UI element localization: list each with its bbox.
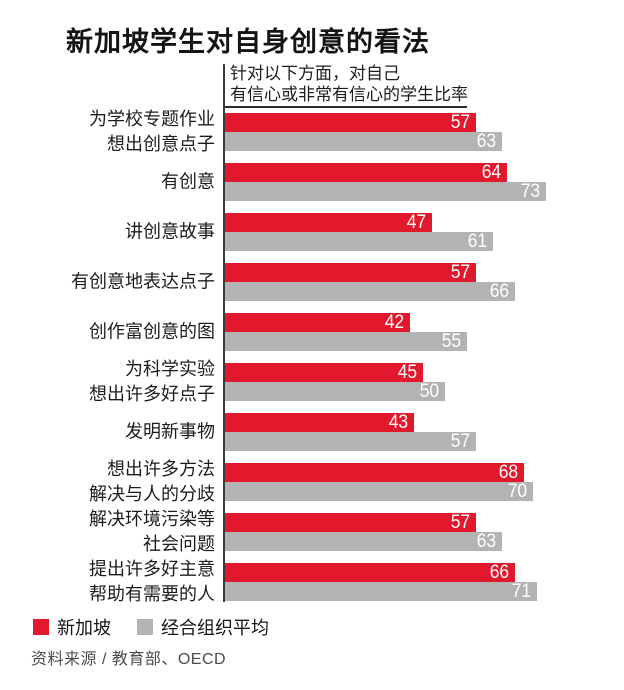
bar-singapore: 64 (225, 163, 507, 182)
bar-singapore: 57 (225, 113, 476, 132)
bar-singapore: 57 (225, 513, 476, 532)
bar-oecd-value: 61 (467, 231, 487, 252)
legend-swatch-oecd (137, 619, 153, 635)
bar-oecd: 50 (225, 382, 445, 401)
category-label: 有创意 (161, 171, 215, 192)
bar-singapore-value: 43 (388, 412, 408, 433)
bar-oecd: 61 (225, 232, 493, 251)
bar-singapore: 66 (225, 563, 515, 582)
bar-group: 讲创意故事 47 61 (0, 213, 624, 251)
bar-oecd: 63 (225, 132, 502, 151)
bar-oecd-value: 70 (507, 481, 527, 502)
bar-singapore: 45 (225, 363, 423, 382)
bar-oecd-value: 63 (476, 531, 496, 552)
category-label: 提出许多好主意 帮助有需要的人 (89, 559, 215, 604)
bar-oecd-value: 66 (489, 281, 509, 302)
category-label: 有创意地表达点子 (71, 271, 215, 292)
category-label: 解决环境污染等 社会问题 (89, 509, 215, 554)
bar-oecd-value: 57 (450, 431, 470, 452)
source-credit: 资料来源 / 教育部、OECD (31, 651, 227, 668)
legend: 新加坡 经合组织平均 (33, 614, 269, 640)
bar-group: 发明新事物 43 57 (0, 413, 624, 451)
bar-group: 提出许多好主意 帮助有需要的人 66 71 (0, 559, 624, 604)
subtitle-line-2: 有信心或非常有信心的学生比率 (230, 85, 468, 104)
bar-singapore-value: 57 (450, 112, 470, 133)
category-label: 发明新事物 (125, 421, 215, 442)
subtitle-underline (224, 106, 467, 108)
bar-group: 有创意地表达点子 57 66 (0, 263, 624, 301)
bar-singapore-value: 64 (481, 162, 501, 183)
bar-group: 为学校专题作业 想出创意点子 57 63 (0, 109, 624, 154)
bar-singapore-value: 57 (450, 512, 470, 533)
category-label: 讲创意故事 (125, 221, 215, 242)
bar-oecd-value: 63 (476, 131, 496, 152)
bar-oecd: 70 (225, 482, 533, 501)
bar-singapore-value: 42 (384, 312, 404, 333)
bar-oecd: 71 (225, 582, 537, 601)
bar-singapore-value: 68 (498, 462, 518, 483)
bar-oecd: 55 (225, 332, 467, 351)
bar-oecd-value: 71 (511, 581, 531, 602)
legend-swatch-singapore (33, 619, 49, 635)
bar-oecd-value: 50 (419, 381, 439, 402)
bar-singapore: 42 (225, 313, 410, 332)
chart-title: 新加坡学生对自身创意的看法 (66, 27, 430, 57)
chart-subtitle: 针对以下方面，对自己 有信心或非常有信心的学生比率 (230, 63, 468, 105)
bar-singapore: 43 (225, 413, 414, 432)
bar-singapore: 68 (225, 463, 524, 482)
bar-oecd-value: 55 (441, 331, 461, 352)
bar-oecd: 73 (225, 182, 546, 201)
bar-singapore-value: 57 (450, 262, 470, 283)
bar-singapore-value: 47 (406, 212, 426, 233)
legend-label-oecd: 经合组织平均 (161, 618, 269, 638)
bar-oecd: 66 (225, 282, 515, 301)
bar-singapore-value: 66 (489, 562, 509, 583)
bar-singapore: 57 (225, 263, 476, 282)
bar-singapore-value: 45 (397, 362, 417, 383)
bar-singapore: 47 (225, 213, 432, 232)
legend-label-singapore: 新加坡 (57, 618, 111, 638)
bar-group: 创作富创意的图 42 55 (0, 313, 624, 351)
y-axis-line (223, 64, 225, 602)
bar-group: 想出许多方法 解决与人的分歧 68 70 (0, 459, 624, 504)
bar-group: 为科学实验 想出许多好点子 45 50 (0, 359, 624, 404)
bar-rows: 为学校专题作业 想出创意点子 57 63 有创意 64 73 讲创意故事 47 61 有创意地表达点… (0, 109, 624, 613)
bar-oecd: 57 (225, 432, 476, 451)
bar-group: 解决环境污染等 社会问题 57 63 (0, 509, 624, 554)
category-label: 创作富创意的图 (89, 321, 215, 342)
category-label: 为科学实验 想出许多好点子 (89, 359, 215, 404)
bar-oecd-value: 73 (520, 181, 540, 202)
bar-group: 有创意 64 73 (0, 163, 624, 201)
category-label: 为学校专题作业 想出创意点子 (89, 109, 215, 154)
subtitle-line-1: 针对以下方面，对自己 (230, 64, 400, 83)
bar-oecd: 63 (225, 532, 502, 551)
category-label: 想出许多方法 解决与人的分歧 (89, 459, 215, 504)
